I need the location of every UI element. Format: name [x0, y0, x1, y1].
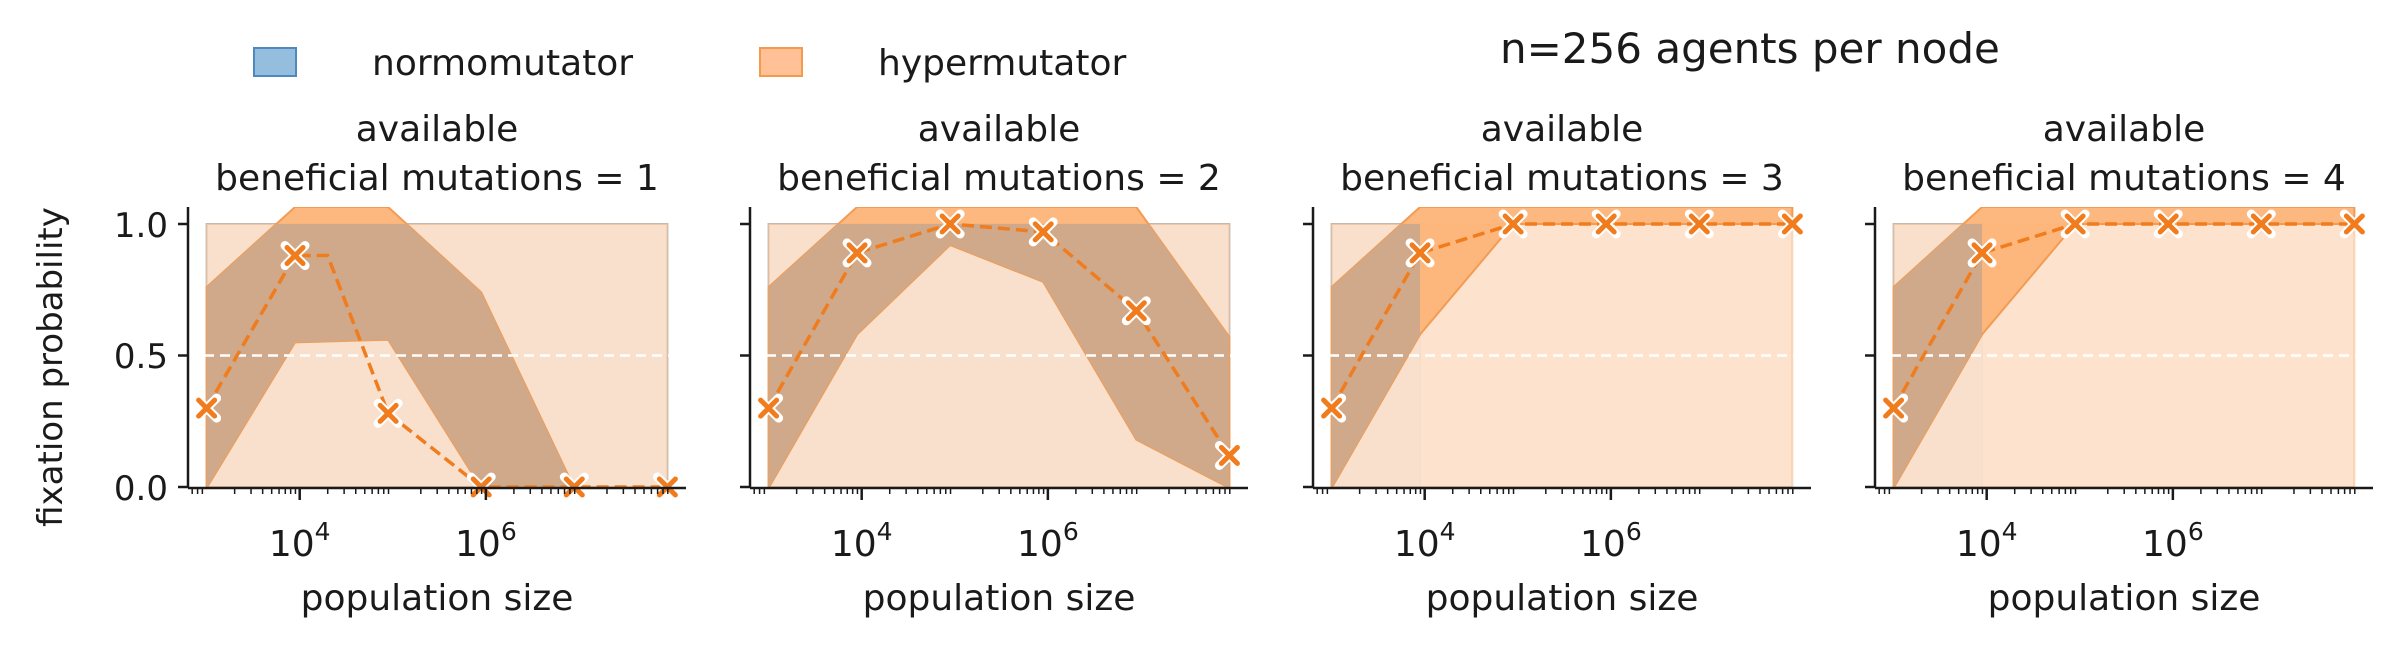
panel-1-overlap-band [206, 224, 574, 487]
panel-2-x-tick-label: 104 [831, 517, 893, 565]
panel-4-data-point [2339, 209, 2369, 239]
panel-2-plot: 104 106 [740, 207, 1248, 565]
panel-3-plot-area [1313, 207, 1811, 488]
panel-1-data-point [192, 393, 222, 423]
panel-2-x-tick-label: 106 [1017, 517, 1079, 565]
panel-3-data-point [1684, 209, 1714, 239]
panel-2-title-line2: beneficial mutations = 2 [777, 158, 1221, 199]
panel-3-hypermutator-line [1330, 222, 1793, 409]
y-tick-label-1.0: 1.0 [114, 206, 168, 246]
panel-4-x-axis-label: population size [1988, 578, 2261, 619]
panel-4-data-point [2153, 209, 2183, 239]
panel-1-title-line1: available [356, 109, 519, 150]
y-tick-label-0.5: 0.5 [114, 337, 168, 377]
panel-2-data-point [754, 393, 784, 423]
panel-4-data-point [1879, 393, 1909, 423]
legend-label-hypermutator: hypermutator [878, 43, 1126, 84]
legend: normomutator hypermutator [253, 43, 1126, 84]
panel-2-overlap-band [768, 224, 1230, 487]
panel-4-hypermutator-line [1892, 222, 2355, 409]
panel-2-data-point [1121, 296, 1151, 326]
y-tick-label-0.0: 0.0 [114, 469, 168, 509]
panel-1-x-axis-label: population size [301, 578, 574, 619]
panel-1-data-point [373, 398, 403, 428]
panel-3-data-point [1498, 209, 1528, 239]
panel-3-x-tick-label: 106 [1580, 517, 1642, 565]
panel-4-plot: 104 106 [1865, 207, 2373, 565]
panel-4-data-point [2246, 209, 2276, 239]
panel-3-x-tick-label: 104 [1394, 517, 1456, 565]
panel-2-data-point [1214, 440, 1244, 470]
y-axis-label: fixation probability [31, 207, 71, 527]
panel-1-data-point [280, 241, 310, 271]
panel-2-data-point [935, 209, 965, 239]
legend-label-normomutator: normomutator [372, 43, 633, 84]
panel-3-x-axis-label: population size [1426, 578, 1699, 619]
figure-suptitle: n=256 agents per node [1500, 24, 2000, 73]
panel-4-x-tick-label: 104 [1956, 517, 2018, 565]
legend-swatch-hypermutator [759, 47, 803, 77]
panel-1-plot: 104 106 [178, 207, 686, 565]
panel-4-title-line1: available [2043, 109, 2206, 150]
panel-3-title-line1: available [1481, 109, 1644, 150]
panel-3-title-line2: beneficial mutations = 3 [1340, 158, 1784, 199]
panel-2-plot-area [750, 207, 1248, 488]
panel-1-title-line2: beneficial mutations = 1 [215, 158, 659, 199]
panel-3-data-point [1591, 209, 1621, 239]
panel-4-data-point [2060, 209, 2090, 239]
panel-1-x-tick-label: 104 [269, 517, 331, 565]
panel-1-plot-area [188, 207, 686, 488]
panel-4-x-tick-label: 106 [2142, 517, 2204, 565]
panel-4-title-line2: beneficial mutations = 4 [1902, 158, 2346, 199]
panel-2-title-line1: available [918, 109, 1081, 150]
legend-swatch-normomutator [253, 47, 297, 77]
panel-1-x-tick-label: 106 [455, 517, 517, 565]
panel-2-hypermutator-line [767, 222, 1231, 457]
panel-2-x-axis-label: population size [863, 578, 1136, 619]
panel-2-data-point [1028, 217, 1058, 247]
panel-2-data-point [842, 238, 872, 268]
panel-4-data-point [1967, 238, 1997, 268]
panel-3-data-point [1317, 393, 1347, 423]
panel-3-data-point [1405, 238, 1435, 268]
panel-3-data-point [1777, 209, 1807, 239]
panel-4-plot-area [1875, 207, 2373, 488]
panel-3-plot: 104 106 [1303, 207, 1811, 565]
